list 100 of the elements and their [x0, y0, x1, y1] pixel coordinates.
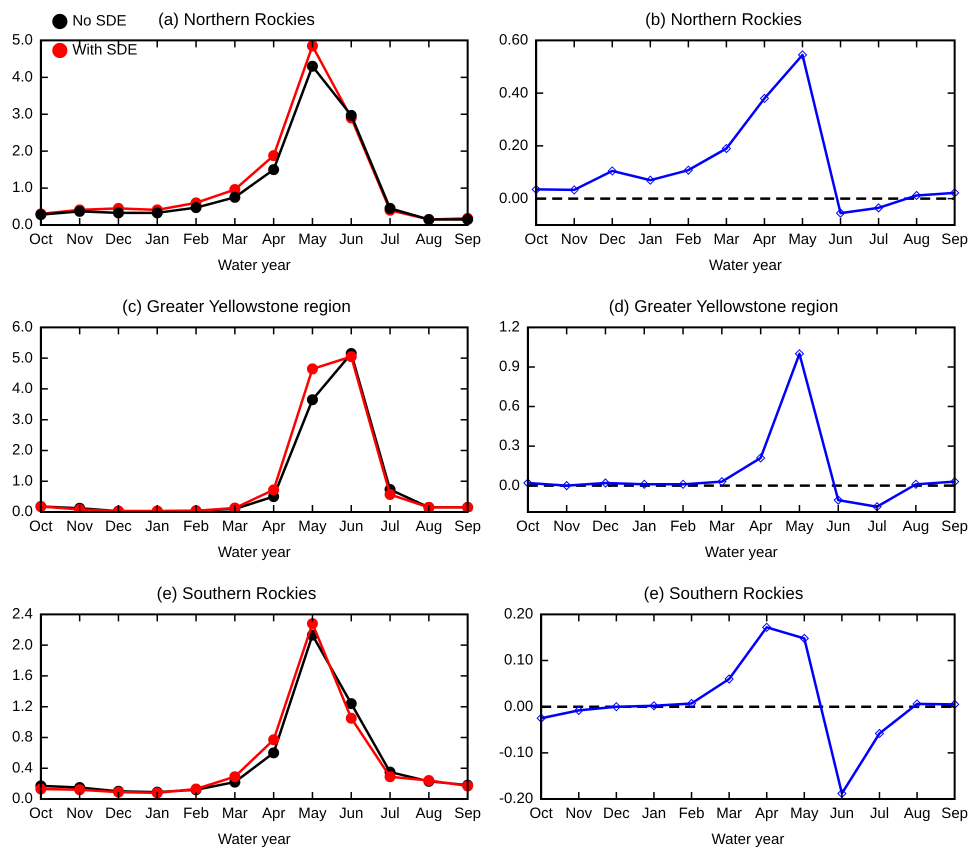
y-tick-label: 2.0 [12, 636, 33, 654]
x-tick-label: Apr [748, 518, 772, 536]
y-tick-label: 4.0 [12, 380, 33, 398]
y-tick-label: 0.20 [504, 606, 534, 623]
x-tick-label: Dec [592, 518, 620, 536]
x-tick-label: Jan [145, 805, 170, 822]
x-tick-label: Sep [941, 805, 968, 822]
x-tick-label: Dec [598, 231, 626, 248]
y-tick-label: 2.4 [12, 606, 33, 623]
x-tick-label: Jul [380, 805, 400, 822]
x-tick-label: Apr [262, 231, 286, 248]
x-tick-label: Jun [830, 805, 854, 822]
x-tick-label: Dec [105, 231, 132, 248]
x-tick-label: Jan [632, 518, 656, 536]
chart-title: (e) Southern Rockies [156, 584, 316, 603]
x-tick-label: Aug [416, 805, 442, 822]
x-tick-label: Jul [380, 518, 400, 536]
y-tick-label: 3.0 [12, 410, 33, 428]
y-tick-label: -0.10 [498, 744, 534, 761]
x-tick-label: May [298, 805, 328, 822]
x-tick-label: Oct [516, 518, 540, 536]
x-tick-label: Sep [454, 231, 482, 248]
x-axis-title: Water year [218, 257, 291, 274]
chart-title: (c) Greater Yellowstone region [122, 296, 351, 316]
x-tick-label: Oct [29, 231, 54, 248]
x-tick-label: Mar [222, 231, 248, 248]
chart-title: (d) Greater Yellowstone region [608, 296, 838, 316]
x-tick-label: Nov [66, 518, 94, 536]
y-tick-label: 0.9 [498, 358, 520, 376]
x-tick-label: Aug [902, 518, 930, 536]
x-tick-label: Dec [105, 805, 132, 822]
y-tick-label: 1.2 [498, 318, 520, 336]
x-tick-label: Jun [339, 231, 364, 248]
x-axis-title: Water year [712, 831, 784, 848]
x-tick-label: Apr [752, 231, 776, 248]
chart-title: (a) Northern Rockies [158, 10, 315, 29]
x-tick-label: Jul [867, 518, 887, 536]
x-tick-label: Aug [416, 518, 442, 536]
legend-label: No SDE [72, 12, 127, 30]
x-tick-label: May [790, 805, 819, 822]
x-tick-label: Dec [603, 805, 630, 822]
x-tick-label: Sep [941, 518, 968, 536]
x-tick-label: Feb [183, 231, 209, 248]
y-tick-label: 5.0 [12, 32, 33, 49]
x-tick-label: Jan [638, 231, 662, 248]
y-tick-label: 0.0 [12, 790, 33, 808]
x-tick-label: Feb [675, 231, 702, 248]
x-axis-title: Water year [704, 544, 778, 562]
x-tick-label: Feb [670, 518, 696, 536]
y-tick-label: 1.0 [12, 179, 33, 196]
x-tick-label: Jul [868, 231, 888, 248]
y-tick-label: 1.2 [12, 698, 33, 715]
x-tick-label: Aug [903, 231, 930, 248]
x-tick-label: Nov [553, 518, 580, 536]
x-axis-title: Water year [218, 544, 291, 562]
x-tick-label: Sep [454, 518, 482, 536]
y-tick-label: 3.0 [12, 105, 33, 122]
y-tick-label: 4.0 [12, 68, 33, 86]
x-tick-label: Oct [29, 805, 54, 822]
y-tick-label: 0.0 [12, 216, 33, 234]
y-tick-label: 0.10 [504, 652, 534, 669]
y-tick-label: -0.20 [498, 790, 534, 808]
x-tick-label: Jun [826, 518, 850, 536]
x-tick-label: Nov [66, 805, 94, 822]
x-tick-label: Feb [678, 805, 704, 822]
y-tick-label: 0.20 [498, 137, 528, 154]
x-tick-label: Jun [828, 231, 853, 248]
x-tick-label: Aug [904, 805, 930, 822]
y-tick-label: 0.00 [498, 190, 528, 207]
y-tick-label: 0.0 [12, 503, 33, 520]
x-tick-label: Feb [183, 805, 209, 822]
y-tick-label: 0.8 [12, 728, 33, 746]
y-tick-label: 2.0 [12, 142, 33, 160]
x-tick-label: Mar [222, 805, 248, 822]
x-tick-label: May [788, 231, 818, 248]
x-tick-label: Nov [565, 805, 593, 822]
x-axis-title: Water year [709, 257, 782, 274]
x-tick-label: Aug [416, 231, 442, 248]
x-tick-label: May [298, 231, 328, 248]
x-tick-label: Jan [642, 805, 666, 822]
x-tick-label: Oct [530, 805, 554, 822]
y-tick-label: 0.3 [498, 437, 520, 454]
x-tick-label: Oct [29, 518, 54, 536]
x-axis-title: Water year [218, 831, 291, 848]
y-tick-label: 2.0 [12, 442, 33, 459]
y-tick-label: 6.0 [12, 318, 33, 336]
x-tick-label: Apr [262, 805, 286, 822]
x-tick-label: Mar [222, 518, 248, 536]
x-tick-label: Sep [454, 805, 482, 822]
x-tick-label: Oct [524, 231, 549, 248]
y-tick-label: 0.0 [498, 476, 520, 494]
y-tick-label: 1.6 [12, 667, 33, 684]
x-tick-label: Jul [870, 805, 890, 822]
y-tick-label: 0.00 [504, 698, 534, 715]
x-tick-label: Sep [941, 231, 968, 248]
x-tick-label: Apr [755, 805, 778, 822]
x-tick-label: Jul [380, 231, 400, 248]
chart-title: (b) Northern Rockies [645, 10, 802, 29]
x-tick-label: May [785, 518, 814, 536]
y-tick-label: 0.60 [498, 32, 528, 49]
